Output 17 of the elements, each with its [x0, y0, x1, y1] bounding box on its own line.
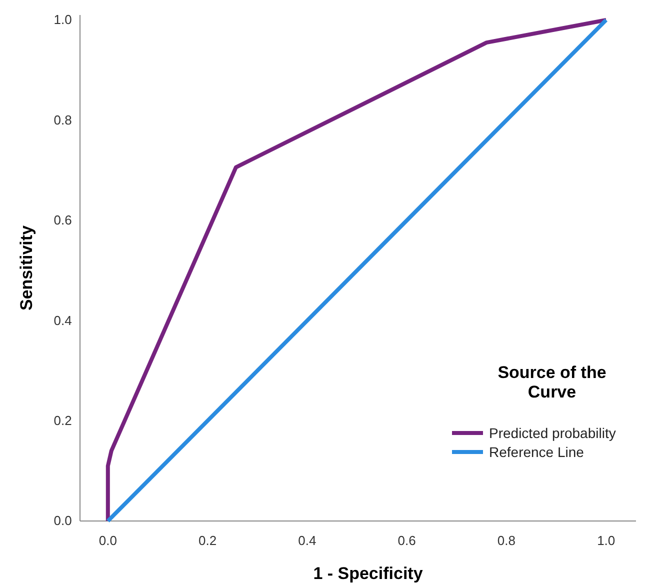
y-tick-label: 1.0: [54, 12, 72, 28]
y-axis-title: Sensitivity: [17, 224, 36, 311]
legend-label: Predicted probability: [489, 425, 616, 441]
x-tick-label: 1.0: [597, 532, 616, 548]
x-tick-label: 0.2: [198, 532, 217, 548]
x-tick-label: 0.6: [398, 532, 416, 548]
legend-title: Source of the Curve: [498, 363, 606, 402]
x-axis-title: 1 - Specificity: [313, 564, 424, 583]
y-tick-label: 0.0: [54, 513, 72, 528]
x-tick-label: 0.8: [497, 532, 516, 548]
y-tick-label: 0.6: [54, 212, 72, 228]
legend-label: Reference Line: [489, 444, 584, 460]
y-tick-label: 0.2: [54, 412, 72, 428]
y-tick-label: 0.8: [54, 112, 72, 128]
x-tick-label: 0.4: [298, 532, 316, 548]
x-tick-label: 0.0: [98, 532, 117, 548]
y-tick-label: 0.4: [54, 312, 72, 328]
